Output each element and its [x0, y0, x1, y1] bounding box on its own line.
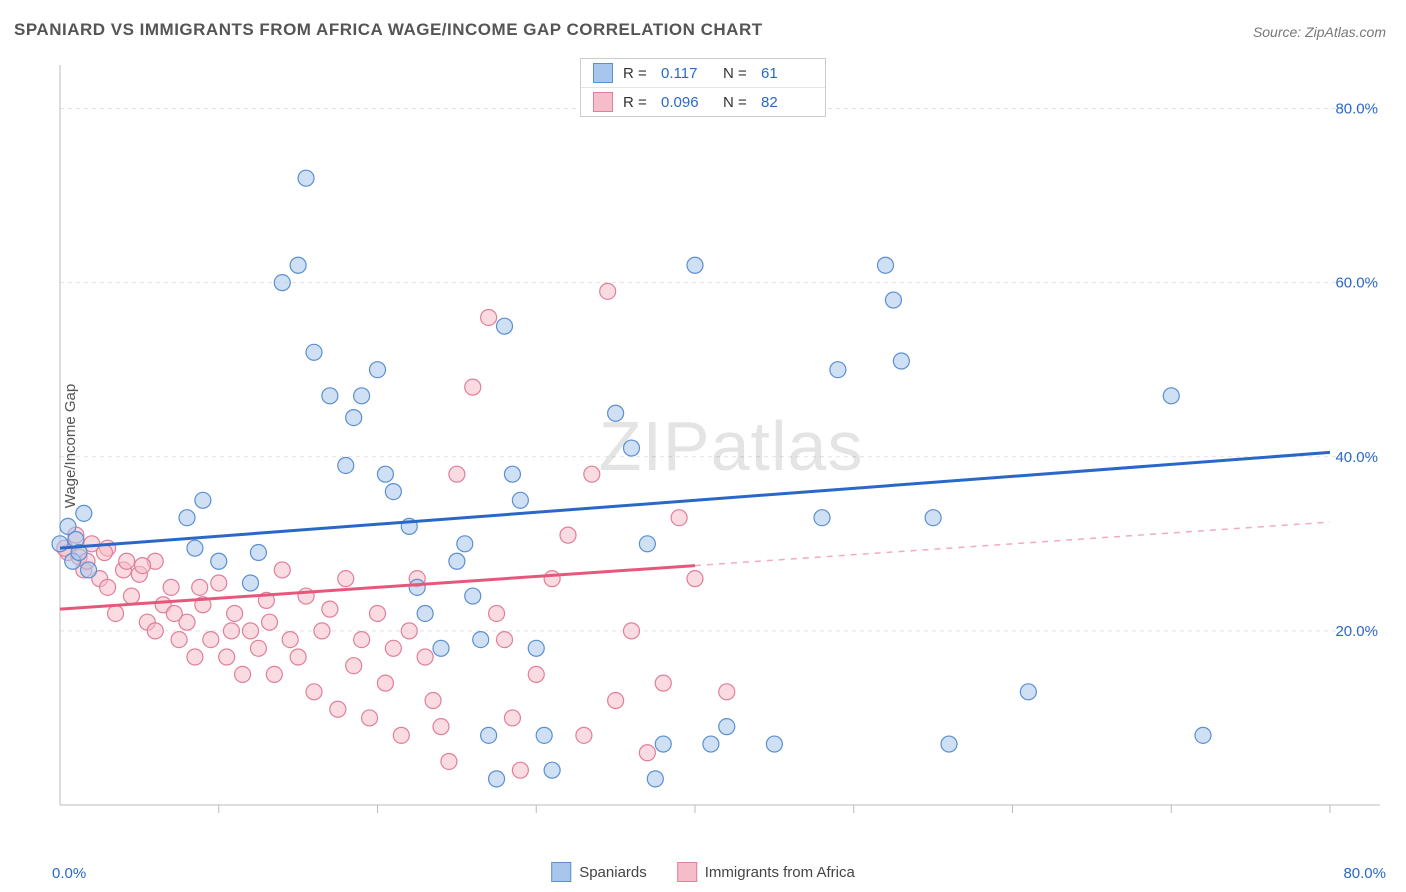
- swatch-pink: [593, 92, 613, 112]
- legend-label-blue: Spaniards: [579, 864, 647, 881]
- chart-title: SPANIARD VS IMMIGRANTS FROM AFRICA WAGE/…: [14, 20, 763, 40]
- stats-legend-box: R = 0.117 N = 61 R = 0.096 N = 82: [580, 58, 826, 117]
- x-tick-left: 0.0%: [52, 865, 86, 882]
- legend-item-pink: Immigrants from Africa: [677, 862, 855, 882]
- swatch-pink: [677, 862, 697, 882]
- svg-text:80.0%: 80.0%: [1335, 101, 1378, 118]
- chart-container: SPANIARD VS IMMIGRANTS FROM AFRICA WAGE/…: [0, 0, 1406, 892]
- swatch-blue: [593, 63, 613, 83]
- stats-row-blue: R = 0.117 N = 61: [581, 59, 825, 87]
- svg-text:60.0%: 60.0%: [1335, 275, 1378, 292]
- bottom-legend: Spaniards Immigrants from Africa: [551, 862, 855, 882]
- stats-row-pink: R = 0.096 N = 82: [581, 87, 825, 116]
- legend-label-pink: Immigrants from Africa: [705, 864, 855, 881]
- x-tick-right: 80.0%: [1343, 865, 1386, 882]
- svg-text:40.0%: 40.0%: [1335, 449, 1378, 466]
- svg-text:20.0%: 20.0%: [1335, 623, 1378, 640]
- scatter-plot: 20.0% 40.0% 60.0% 80.0%: [50, 55, 1390, 835]
- swatch-blue: [551, 862, 571, 882]
- legend-item-blue: Spaniards: [551, 862, 647, 882]
- source-attribution: Source: ZipAtlas.com: [1253, 24, 1386, 40]
